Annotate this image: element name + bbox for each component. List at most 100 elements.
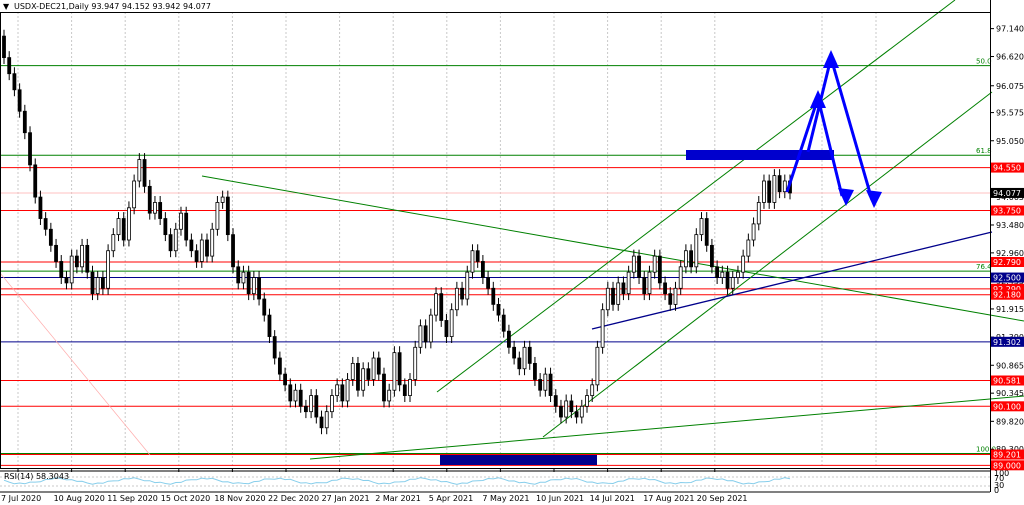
price-tag-box <box>991 289 1024 300</box>
fib-label: 61.8 <box>976 147 992 155</box>
arrow-head-up <box>810 90 826 108</box>
candle-body <box>736 271 740 278</box>
candle-body <box>720 271 725 278</box>
y-tick-label: 93.480 <box>996 221 1024 230</box>
candle-body <box>95 277 100 295</box>
x-tick-label: 10 Jun 2021 <box>536 494 584 503</box>
candle-body <box>340 384 345 402</box>
candle-body <box>163 218 168 236</box>
candle-body <box>101 277 105 289</box>
price-tag-label: 92.500 <box>993 274 1021 283</box>
candle-body <box>277 357 282 375</box>
arrow-head-down <box>866 190 882 208</box>
candle-body <box>564 400 569 418</box>
candle-body <box>715 266 720 278</box>
rsi-scale-label: 100 <box>994 469 1009 478</box>
candle-body <box>90 271 95 295</box>
trend-line <box>542 91 993 438</box>
candle-body <box>730 277 735 289</box>
x-tick-label: 11 Sep 2020 <box>107 494 158 503</box>
y-tick-label: 89.820 <box>996 417 1024 426</box>
candle-body <box>512 346 517 359</box>
price-tag-label: 93.750 <box>993 206 1021 215</box>
candle-body <box>376 357 381 375</box>
candle-body <box>366 368 371 380</box>
candle-body <box>527 346 532 364</box>
candle-body <box>605 287 610 311</box>
candles <box>2 29 792 435</box>
candle-body <box>33 164 38 198</box>
price-tag-box <box>991 205 1024 216</box>
candle-body <box>215 202 220 230</box>
candle-body <box>38 196 43 219</box>
y-tick-label: 95.575 <box>996 109 1024 118</box>
price-tag-label: 89.201 <box>993 451 1021 460</box>
trend-line <box>591 231 993 330</box>
candle-body <box>173 228 178 252</box>
price-tag-box <box>991 272 1024 283</box>
candle-body <box>267 314 272 337</box>
rsi-label: RSI(14) 58.3043 <box>4 472 69 481</box>
candle-body <box>210 228 215 257</box>
candle-body <box>756 202 761 225</box>
candle-body <box>153 202 157 214</box>
candle-body <box>470 250 475 273</box>
candle-body <box>647 271 652 295</box>
candle-body <box>673 287 678 305</box>
dropdown-icon[interactable]: ▼ <box>3 2 10 11</box>
candle-body <box>465 271 470 300</box>
y-tick-label: 95.050 <box>996 137 1024 146</box>
price-tag-label: 91.302 <box>993 338 1021 347</box>
fib-label: 76.4 <box>976 263 992 271</box>
candle-body <box>408 379 412 396</box>
candle-body <box>251 277 256 295</box>
candle-body <box>194 250 199 262</box>
candle-body <box>559 405 563 418</box>
x-tick-label: 14 Jul 2021 <box>590 494 635 503</box>
price-tag-box <box>991 256 1024 267</box>
candle-body <box>480 261 485 278</box>
candle-body <box>449 309 454 337</box>
x-tick-label: 17 Aug 2021 <box>643 494 694 503</box>
candle-body <box>663 282 667 295</box>
price-tag-box <box>991 336 1024 347</box>
fib-label: 50.0 <box>976 58 992 66</box>
x-tick-label: 18 Nov 2020 <box>214 494 265 503</box>
candle-body <box>12 73 17 91</box>
candle-body <box>772 175 777 203</box>
x-tick-label: 27 Jan 2021 <box>322 494 370 503</box>
y-tick-label: 96.075 <box>996 82 1024 91</box>
trend-line <box>436 0 956 393</box>
candle-body <box>116 218 121 236</box>
candle-body <box>434 293 438 316</box>
candle-body <box>538 379 543 391</box>
candle-body <box>257 277 261 300</box>
candle-body <box>106 250 111 289</box>
x-tick-label: 15 Oct 2020 <box>161 494 210 503</box>
candle-body <box>43 218 48 230</box>
price-tag-label: 92.290 <box>993 285 1021 294</box>
price-tag-label: 90.100 <box>993 402 1021 411</box>
price-tag-box <box>991 460 1024 471</box>
candle-body <box>147 185 152 214</box>
candle-body <box>225 196 230 236</box>
candle-body <box>111 234 116 252</box>
candle-body <box>288 384 293 402</box>
candle-body <box>205 239 209 257</box>
candle-body <box>28 132 32 166</box>
candle-body <box>751 223 756 241</box>
candle-body <box>314 395 319 418</box>
price-tag-label: 94.550 <box>993 164 1021 173</box>
candle-body <box>585 395 589 407</box>
y-tick-label: 97.140 <box>996 25 1024 34</box>
candle-body <box>782 180 787 193</box>
candle-body <box>330 395 334 413</box>
price-tag-label: 90.581 <box>993 377 1021 386</box>
candle-body <box>142 159 147 187</box>
candle-body <box>689 250 693 268</box>
x-tick-label: 7 May 2021 <box>482 494 529 503</box>
candle-body <box>423 325 428 343</box>
candle-body <box>158 202 163 219</box>
candle-body <box>236 266 241 284</box>
